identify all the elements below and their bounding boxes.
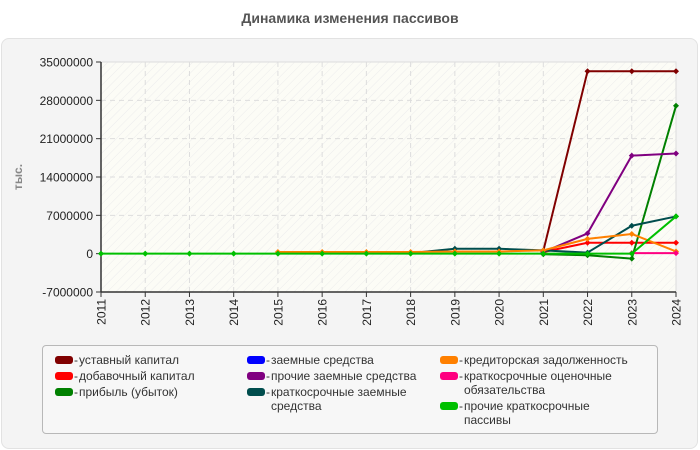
legend-label: уставный капитал <box>79 353 179 367</box>
svg-text:2019: 2019 <box>448 299 462 326</box>
legend-label: краткосрочные оценочные обязательства <box>464 369 612 397</box>
svg-text:2015: 2015 <box>271 299 285 326</box>
legend-swatch <box>440 372 458 380</box>
svg-text:2018: 2018 <box>404 299 418 326</box>
legend-label: прибыль (убыток) <box>79 385 178 399</box>
svg-text:2011: 2011 <box>95 299 109 325</box>
svg-text:35000000: 35000000 <box>40 56 94 70</box>
svg-text:2017: 2017 <box>360 299 374 326</box>
legend-dash: - <box>266 385 270 399</box>
svg-text:2016: 2016 <box>316 299 330 326</box>
legend-swatch <box>55 356 73 364</box>
legend-item[interactable]: - кредиторская задолженность <box>428 353 654 367</box>
legend-item[interactable]: - прибыль (убыток) <box>43 385 289 399</box>
legend-dash: - <box>459 353 463 367</box>
legend-item[interactable]: - краткосрочные заемные средства <box>235 385 431 413</box>
svg-text:2021: 2021 <box>537 299 551 326</box>
svg-text:2024: 2024 <box>670 299 684 326</box>
legend-item[interactable]: - заемные средства <box>235 353 431 367</box>
legend-dash: - <box>459 369 463 383</box>
legend-dash: - <box>266 369 270 383</box>
legend-label: прочие краткосрочные пассивы <box>464 399 590 427</box>
svg-text:7000000: 7000000 <box>46 209 93 223</box>
legend-swatch <box>247 388 265 396</box>
legend-label: кредиторская задолженность <box>464 353 628 367</box>
legend-item[interactable]: - добавочный капитал <box>43 369 289 383</box>
legend-label: краткосрочные заемные средства <box>271 385 407 413</box>
legend-swatch <box>440 402 458 410</box>
legend-label: добавочный капитал <box>79 369 195 383</box>
legend-item[interactable]: - прочие заемные средства <box>235 369 436 383</box>
legend-column-2: - заемные средства - прочие заемные средст… <box>235 353 435 415</box>
legend-column-1: - уставный капитал - добавочный капитал -п… <box>43 353 289 401</box>
svg-text:2023: 2023 <box>625 299 639 326</box>
legend-label: прочие заемные средства <box>271 369 417 383</box>
legend-dash: - <box>74 353 78 367</box>
legend-item[interactable]: - уставный капитал <box>43 353 289 367</box>
svg-text:2013: 2013 <box>183 299 197 326</box>
series-lines <box>98 68 679 262</box>
svg-text:14000000: 14000000 <box>40 171 94 185</box>
svg-text:28000000: 28000000 <box>40 94 94 108</box>
legend-swatch <box>55 388 73 396</box>
legend-swatch <box>247 372 265 380</box>
legend-swatch <box>247 356 265 364</box>
legend-swatch <box>55 372 73 380</box>
legend-column-3: - кредиторская задолженность - краткосрочн… <box>428 353 658 429</box>
svg-text:21000000: 21000000 <box>40 132 94 146</box>
svg-text:2012: 2012 <box>139 299 153 326</box>
svg-text:2022: 2022 <box>581 299 595 326</box>
axes: 35000000 28000000 21000000 14000000 7000000 0… <box>40 56 684 326</box>
chart-title: Динамика изменения пассивов <box>241 10 459 26</box>
legend-dash: - <box>459 399 463 413</box>
svg-text:0: 0 <box>86 247 93 261</box>
legend-dash: - <box>266 353 270 367</box>
y-axis-label: тыс. <box>11 164 25 190</box>
legend-dash: - <box>74 385 78 399</box>
legend-item[interactable]: - прочие краткосрочные пассивы <box>428 399 639 427</box>
svg-text:2014: 2014 <box>227 299 241 326</box>
svg-text:-7000000: -7000000 <box>42 286 93 300</box>
legend: - уставный капитал - добавочный капитал -п… <box>42 345 658 434</box>
legend-swatch <box>440 356 458 364</box>
legend-label: заемные средства <box>271 353 374 367</box>
legend-dash: - <box>74 369 78 383</box>
legend-item[interactable]: - краткосрочные оценочные обязательства <box>428 369 639 397</box>
svg-text:2020: 2020 <box>493 299 507 326</box>
